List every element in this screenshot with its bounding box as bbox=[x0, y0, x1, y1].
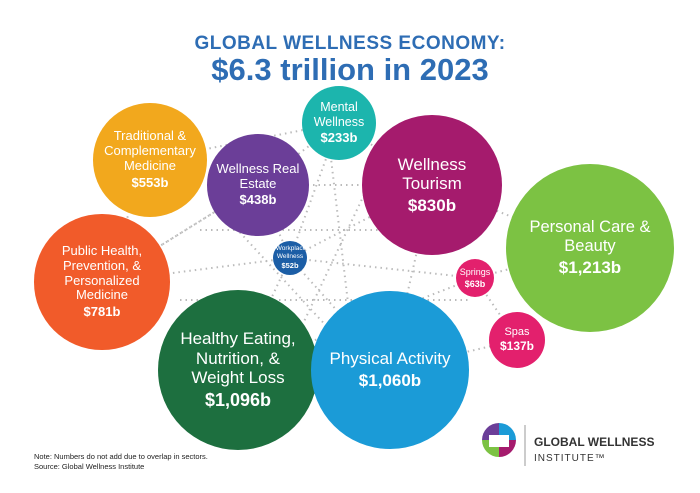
bubble-label: Traditional & Complementary Medicine bbox=[104, 128, 196, 173]
value-label: $137b bbox=[499, 339, 534, 354]
value-label: $233b bbox=[320, 129, 358, 145]
bubble: Wellness Tourism $830b bbox=[362, 115, 502, 255]
value-label: $1,060b bbox=[358, 370, 422, 390]
bubble-label: Wellness Real Estate bbox=[216, 160, 300, 191]
bubble: Healthy Eating, Nutrition, & Weight Loss… bbox=[157, 289, 319, 451]
value-label: $63b bbox=[464, 278, 486, 289]
bubble: Wellness Real Estate $438b bbox=[207, 134, 309, 236]
bubble: Traditional & Complementary Medicine $553… bbox=[93, 103, 207, 217]
bubble: Physical Activity $1,060b bbox=[311, 291, 469, 449]
bubble-label: Workplace Wellness bbox=[275, 245, 307, 260]
bubble: Public Health, Prevention, & Personalize… bbox=[34, 214, 170, 350]
bubble-label: Personal Care & Beauty bbox=[529, 218, 651, 256]
bubble: Personal Care & Beauty $1,213b bbox=[505, 163, 675, 333]
value-label: $438b bbox=[239, 192, 277, 208]
value-label: $52b bbox=[281, 261, 299, 271]
bubble-label: Spas bbox=[504, 325, 530, 338]
bubble: Springs $63b bbox=[455, 258, 495, 298]
source: Source: Global Wellness Institute bbox=[34, 462, 145, 471]
value-label: $781b bbox=[83, 304, 121, 320]
bubble: Workplace Wellness $52b bbox=[272, 240, 308, 276]
bubble-label: Healthy Eating, Nutrition, & Weight Loss bbox=[180, 329, 296, 388]
value-label: $1,213b bbox=[558, 258, 622, 278]
bubble-label: Physical Activity bbox=[329, 349, 451, 369]
value-label: $830b bbox=[407, 195, 457, 215]
chart-title: GLOBAL WELLNESS ECONOMY: bbox=[194, 33, 506, 54]
note: Note: Numbers do not add due to overlap … bbox=[34, 452, 208, 461]
bubble-label: Mental Wellness bbox=[313, 100, 365, 129]
bubble-label: Public Health, Prevention, & Personalize… bbox=[61, 242, 143, 303]
chart-subtitle: $6.3 trillion in 2023 bbox=[211, 52, 489, 87]
bubble-label: Wellness Tourism bbox=[397, 154, 467, 194]
bubble: Spas $137b bbox=[488, 311, 546, 369]
value-label: $1,096b bbox=[204, 389, 272, 410]
bubble: Mental Wellness $233b bbox=[302, 86, 376, 160]
value-label: $553b bbox=[131, 174, 169, 190]
bubble-label: Springs bbox=[459, 266, 491, 277]
